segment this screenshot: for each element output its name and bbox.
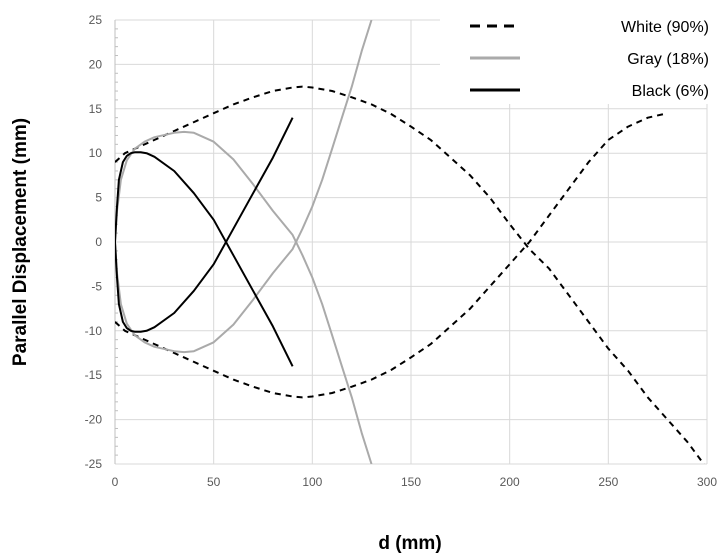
x-tick-label: 50 <box>207 475 221 489</box>
y-tick-label: 0 <box>95 235 102 249</box>
series-1-branch-1-line <box>115 20 373 354</box>
legend-background <box>440 2 716 104</box>
x-tick-label: 250 <box>598 475 618 489</box>
legend-label: Black (6%) <box>632 83 709 100</box>
x-tick-label: 0 <box>112 475 119 489</box>
y-tick-label: 10 <box>89 146 103 160</box>
legend-label: White (90%) <box>621 19 709 36</box>
x-tick-label: 150 <box>401 475 421 489</box>
y-tick-label: -10 <box>85 324 103 338</box>
data-series <box>115 20 705 464</box>
x-tick-label: 300 <box>697 475 717 489</box>
y-tick-label: 5 <box>95 191 102 205</box>
y-tick-label: -20 <box>85 413 103 427</box>
y-axis-title: Parallel Displacement (mm) <box>10 118 31 366</box>
series-0-branch-0-line <box>115 85 705 464</box>
series-0-branch-1-line <box>115 112 668 399</box>
y-tick-label: 20 <box>89 57 103 71</box>
y-tick-label: -25 <box>85 457 103 471</box>
y-tick-label: 25 <box>89 13 103 27</box>
series-1-branch-0-line <box>115 130 373 464</box>
series-2-branch-1-line <box>115 117 294 333</box>
legend-label: Gray (18%) <box>627 51 709 68</box>
y-tick-label: -15 <box>85 368 103 382</box>
series-2-branch-0-line <box>115 151 294 367</box>
x-tick-label: 200 <box>500 475 520 489</box>
x-tick-label: 100 <box>302 475 322 489</box>
y-tick-label: -5 <box>91 279 102 293</box>
legend: White (90%) Gray (18%) Black (6%) <box>440 2 716 104</box>
y-tick-label: 15 <box>89 102 103 116</box>
x-axis-title: d (mm) <box>378 533 441 554</box>
